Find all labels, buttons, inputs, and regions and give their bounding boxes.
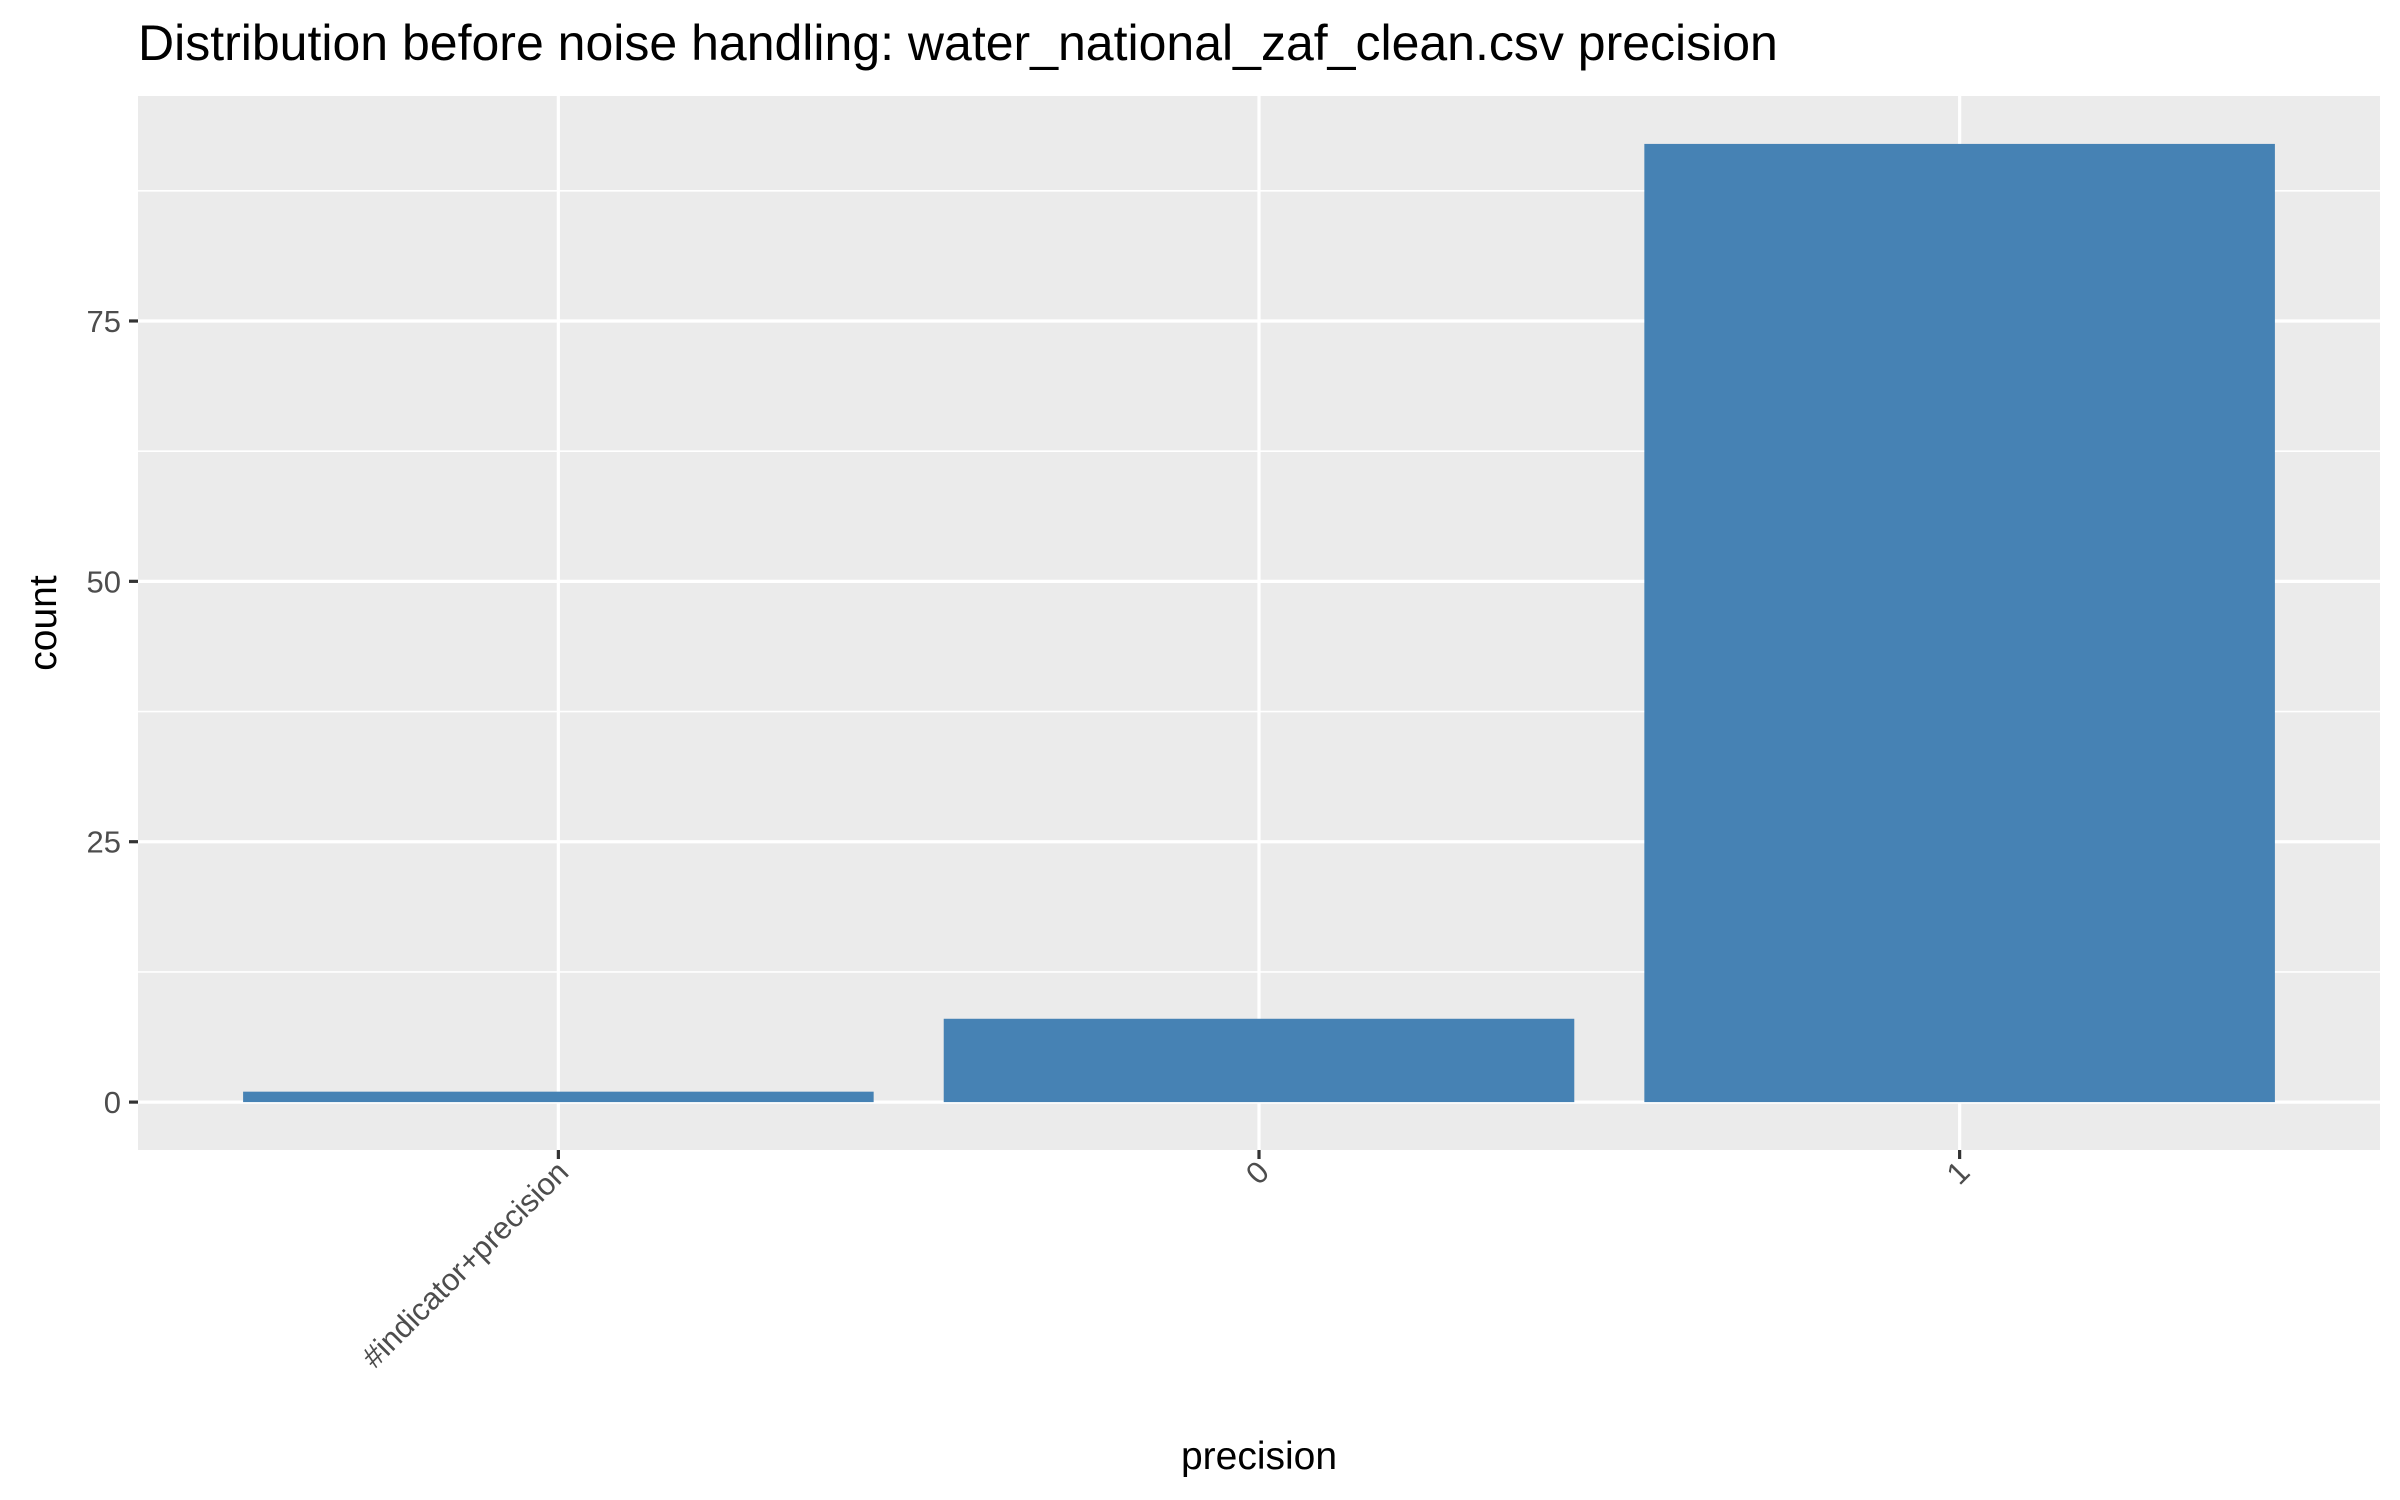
- y-axis-title: count: [22, 575, 65, 671]
- bar-0: [243, 1091, 874, 1103]
- x-axis: #indicator+precision 0 1: [355, 1150, 1977, 1375]
- x-axis-title: precision: [1181, 1435, 1337, 1478]
- y-tick-label: 75: [87, 304, 121, 339]
- bars: [243, 143, 2275, 1103]
- x-tick-label: 0: [1239, 1154, 1276, 1191]
- chart-title: Distribution before noise handling: wate…: [138, 15, 1778, 71]
- x-tick-label: #indicator+precision: [355, 1154, 575, 1374]
- y-tick-label: 50: [87, 564, 121, 599]
- y-tick-label: 25: [87, 825, 121, 860]
- y-tick-label: 0: [104, 1085, 121, 1120]
- bar-1: [943, 1018, 1575, 1103]
- x-tick-label: 1: [1940, 1154, 1977, 1191]
- bar-2: [1644, 143, 2275, 1103]
- y-axis: 0 25 50 75: [87, 304, 138, 1120]
